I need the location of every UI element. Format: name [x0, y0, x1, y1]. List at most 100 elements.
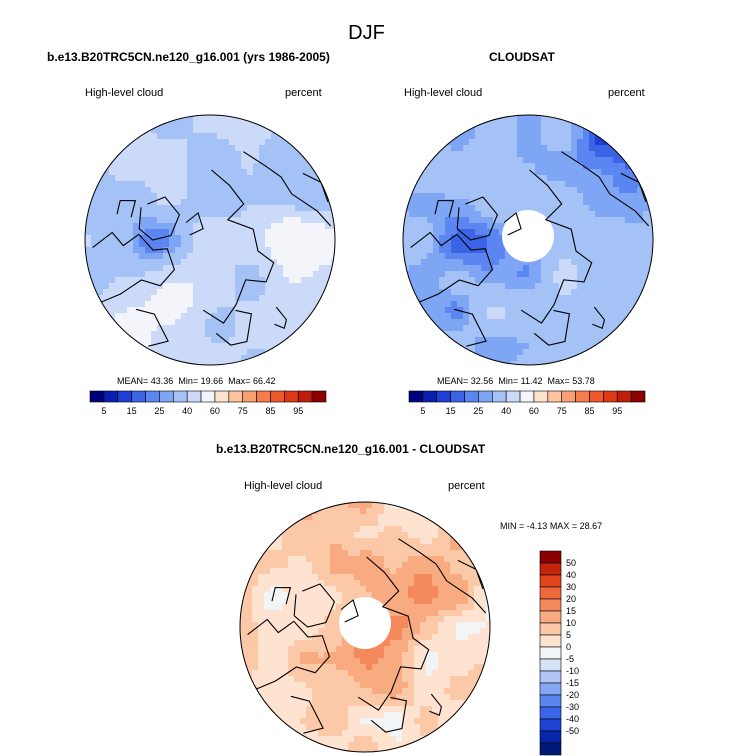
field-cell — [306, 724, 313, 731]
field-cell — [295, 163, 302, 170]
field-cell — [247, 217, 254, 224]
field-cell — [127, 241, 134, 248]
field-cell — [229, 319, 236, 326]
field-cell — [109, 235, 116, 242]
field-cell — [115, 247, 122, 254]
field-cell — [451, 271, 458, 278]
field-cell — [324, 634, 331, 641]
field-cell — [145, 337, 152, 344]
field-cell — [205, 199, 212, 206]
field-cell — [445, 193, 452, 200]
field-cell — [151, 337, 158, 344]
field-cell — [583, 343, 590, 350]
field-cell — [553, 289, 560, 296]
field-cell — [511, 307, 518, 314]
field-cell — [432, 562, 439, 569]
field-cell — [433, 307, 440, 314]
coastline — [293, 583, 336, 628]
field-cell — [312, 544, 319, 551]
field-cell — [324, 712, 331, 719]
field-cell — [324, 730, 331, 737]
field-cell — [366, 586, 373, 593]
field-cell — [396, 562, 403, 569]
field-cell — [348, 676, 355, 683]
field-cell — [372, 658, 379, 665]
field-cell — [283, 223, 290, 230]
field-cell — [199, 295, 206, 302]
field-cell — [246, 580, 253, 587]
field-cell — [571, 229, 578, 236]
field-cell — [193, 361, 200, 365]
field-cell — [223, 127, 230, 134]
field-cell — [474, 670, 481, 677]
field-cell — [438, 658, 445, 665]
field-cell — [294, 550, 301, 557]
field-cell — [127, 265, 134, 272]
colorbar-swatch — [436, 390, 451, 403]
field-cell — [342, 688, 349, 695]
field-cell — [181, 157, 188, 164]
field-cell — [559, 211, 566, 218]
field-cell — [541, 301, 548, 308]
field-cell — [181, 307, 188, 314]
field-cell — [643, 211, 650, 218]
field-cell — [559, 331, 566, 338]
field-cell — [505, 145, 512, 152]
field-cell — [493, 157, 500, 164]
field-cell — [247, 139, 254, 146]
field-cell — [223, 253, 230, 260]
field-cell — [205, 157, 212, 164]
field-cell — [307, 217, 314, 224]
field-cell — [265, 247, 272, 254]
field-cell — [295, 175, 302, 182]
field-cell — [415, 211, 422, 218]
field-cell — [535, 163, 542, 170]
field-cell — [97, 271, 104, 278]
field-cell — [235, 343, 242, 350]
field-cell — [571, 169, 578, 176]
field-cell — [523, 289, 530, 296]
field-cell — [451, 205, 458, 212]
field-cell — [432, 538, 439, 545]
field-cell — [187, 349, 194, 356]
field-cell — [451, 157, 458, 164]
field-cell — [487, 127, 494, 134]
field-cell — [253, 259, 260, 266]
field-cell — [402, 562, 409, 569]
field-cell — [193, 319, 200, 326]
field-cell — [360, 526, 367, 533]
field-cell — [265, 295, 272, 302]
colorbar-swatch — [630, 390, 646, 403]
field-cell — [481, 127, 488, 134]
field-cell — [408, 610, 415, 617]
field-cell — [282, 682, 289, 689]
field-cell — [324, 742, 331, 749]
panel3-stats: MIN = -4.13 MAX = 28.67 — [500, 521, 602, 531]
colorbar-label: 5 — [420, 406, 425, 416]
field-cell — [270, 622, 277, 629]
field-cell — [499, 355, 506, 362]
field-cell — [246, 640, 253, 647]
field-cell — [553, 121, 560, 128]
field-cell — [145, 229, 152, 236]
field-cell — [265, 331, 272, 338]
field-cell — [276, 556, 283, 563]
field-cell — [181, 163, 188, 170]
field-cell — [438, 586, 445, 593]
field-cell — [97, 205, 104, 212]
field-cell — [396, 556, 403, 563]
field-cell — [450, 682, 457, 689]
field-cell — [475, 277, 482, 284]
field-cell — [241, 199, 248, 206]
field-cell — [486, 616, 490, 623]
field-cell — [481, 235, 488, 242]
field-cell — [259, 313, 266, 320]
field-cell — [318, 610, 325, 617]
field-cell — [547, 127, 554, 134]
field-cell — [378, 742, 385, 749]
colorbar-label: 30 — [566, 582, 576, 592]
field-cell — [444, 694, 451, 701]
field-cell — [193, 235, 200, 242]
field-cell — [330, 598, 337, 605]
